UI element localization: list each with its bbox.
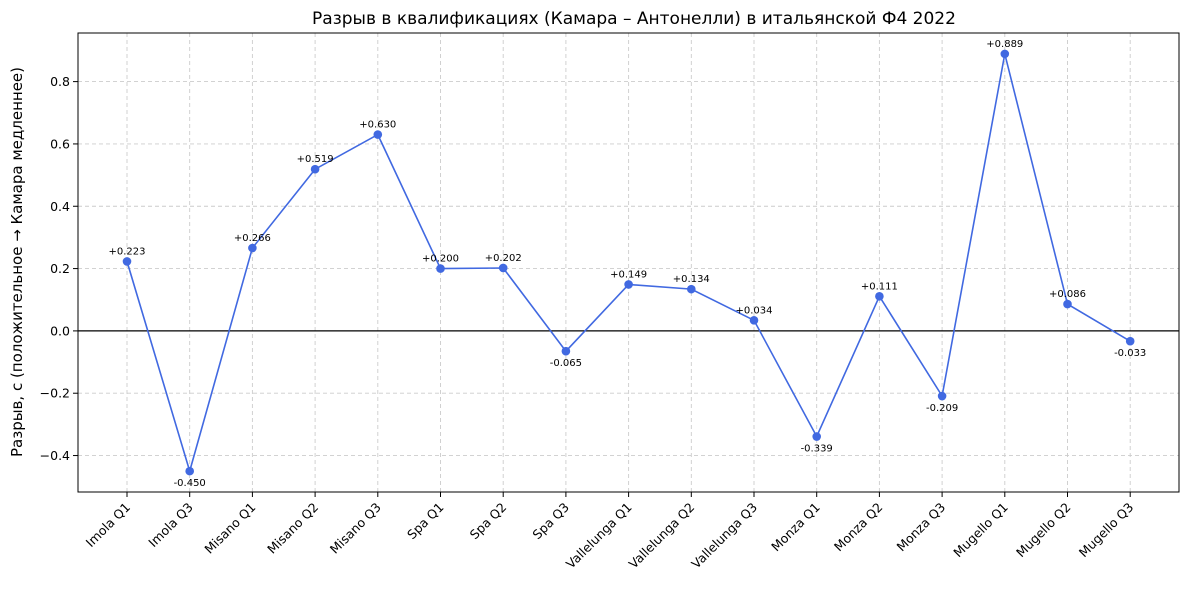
x-tick-label: Vallelunga Q3	[688, 500, 760, 572]
data-value-label: +0.223	[108, 246, 145, 257]
x-tick-label: Vallelunga Q2	[626, 500, 698, 572]
x-tick-label: Imola Q1	[83, 500, 134, 551]
data-point	[561, 346, 571, 356]
data-value-label: -0.339	[801, 444, 833, 455]
x-tick-label: Spa Q3	[529, 500, 572, 543]
x-tick-label: Spa Q2	[467, 500, 510, 543]
data-value-label: +0.202	[485, 253, 522, 264]
x-tick-label: Vallelunga Q1	[563, 500, 635, 572]
data-point	[1000, 49, 1010, 59]
x-tick-label: Misano Q3	[327, 500, 384, 557]
data-value-label: +0.086	[1049, 289, 1086, 300]
data-value-label: +0.519	[297, 154, 334, 165]
x-tick-label: Misano Q1	[201, 500, 258, 557]
markers-layer	[122, 49, 1135, 476]
data-point	[937, 391, 947, 401]
data-value-label: -0.065	[550, 358, 582, 369]
data-value-label: +0.111	[861, 281, 898, 292]
plot-frame	[77, 32, 1180, 493]
data-point	[122, 257, 132, 266]
data-point	[185, 466, 194, 476]
x-tick-label: Mugello Q2	[1013, 500, 1074, 561]
data-value-label: +0.889	[986, 39, 1023, 50]
y-tick-label: 0.6	[50, 136, 70, 151]
x-tick-label: Monza Q3	[894, 500, 949, 555]
axes-layer: Imola Q1 Imola Q3 Misano Q1 Misano Q2 Misano…	[40, 74, 1137, 571]
x-tick-label: Monza Q2	[831, 500, 886, 555]
data-point	[498, 263, 508, 273]
data-value-label: +0.134	[673, 274, 710, 285]
data-labels-layer: +0.223 -0.450 +0.266 +0.519 +0.630 +0.200 +0.2…	[108, 39, 1146, 489]
data-value-label: +0.200	[422, 254, 459, 265]
data-point	[310, 164, 320, 174]
grid-layer	[78, 33, 1179, 492]
data-value-label: -0.450	[174, 478, 206, 489]
data-value-label: +0.630	[359, 120, 396, 131]
data-point	[624, 280, 633, 289]
data-value-label: +0.149	[610, 269, 647, 280]
data-point	[875, 292, 884, 301]
y-tick-label: −0.4	[40, 448, 70, 463]
x-tick-label: Spa Q1	[404, 500, 447, 543]
x-tick-label: Mugello Q1	[950, 500, 1011, 561]
series-line	[126, 53, 1131, 474]
y-tick-label: 0.2	[50, 261, 70, 276]
data-point	[436, 264, 445, 273]
y-tick-label: 0.8	[50, 74, 70, 89]
data-point	[248, 243, 257, 253]
data-point	[687, 284, 696, 294]
data-point	[1125, 336, 1135, 346]
chart-title: Разрыв в квалификациях (Камара – Антонел…	[312, 9, 956, 29]
data-point	[812, 432, 821, 441]
x-tick-label: Misano Q2	[264, 500, 321, 557]
data-value-label: -0.209	[926, 403, 958, 414]
y-tick-label: 0.0	[50, 323, 70, 338]
data-value-label: +0.266	[234, 233, 271, 244]
data-value-label: +0.034	[735, 305, 772, 316]
data-point	[373, 130, 383, 139]
y-axis-label: Разрыв, с (положительное → Камара медлен…	[8, 67, 26, 457]
x-tick-label: Mugello Q3	[1076, 500, 1137, 561]
data-point	[749, 316, 759, 325]
series-line-layer	[126, 53, 1131, 474]
y-tick-label: −0.2	[40, 386, 70, 401]
data-point	[1063, 299, 1072, 309]
x-tick-label: Imola Q3	[145, 500, 196, 551]
data-value-label: -0.033	[1114, 348, 1146, 359]
y-tick-label: 0.4	[50, 199, 70, 214]
x-tick-label: Monza Q1	[768, 500, 823, 555]
